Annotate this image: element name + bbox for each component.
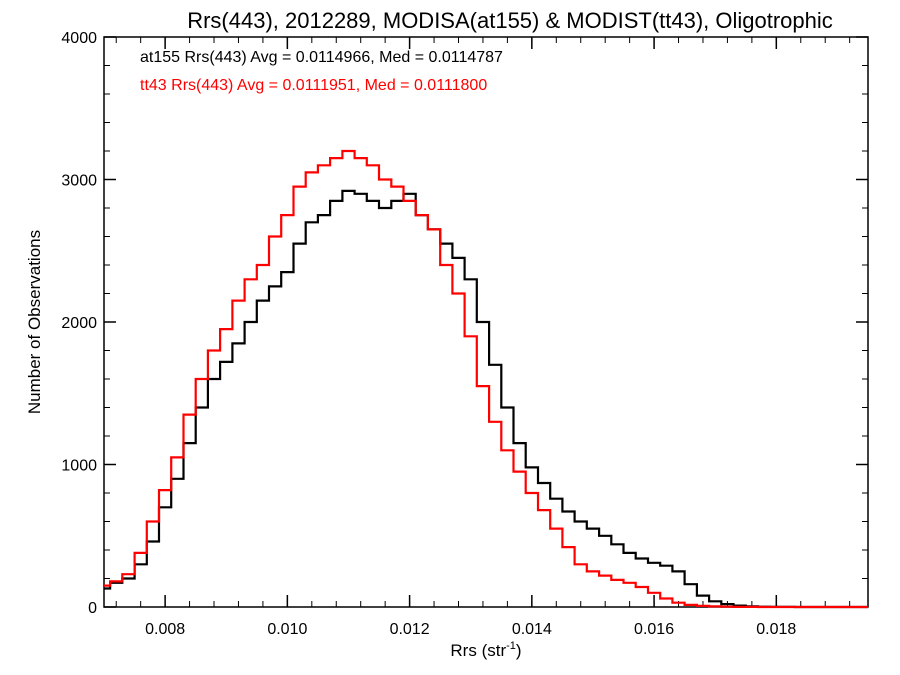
series-line-at155 bbox=[104, 189, 868, 609]
y-tick-label: 3000 bbox=[61, 173, 97, 190]
y-tick-label: 4000 bbox=[61, 30, 97, 47]
x-axis-label-close: ) bbox=[516, 641, 522, 660]
y-axis-label: Number of Observations bbox=[25, 230, 44, 414]
x-tick-label: 0.014 bbox=[512, 621, 552, 638]
y-axis: 0 1000 2000 3000 4000 bbox=[61, 30, 868, 617]
x-axis: 0.008 0.010 0.012 0.014 0.016 0.018 bbox=[115, 37, 851, 638]
y-tick-label: 1000 bbox=[61, 458, 97, 475]
y-tick-label: 0 bbox=[88, 600, 97, 617]
legend-entry: at155 Rrs(443) Avg = 0.0114966, Med = 0.… bbox=[140, 49, 503, 66]
x-tick-label: 0.012 bbox=[390, 621, 430, 638]
x-tick-label: 0.016 bbox=[634, 621, 674, 638]
y-tick-label: 2000 bbox=[61, 315, 97, 332]
x-axis-label-main: Rrs (str bbox=[450, 641, 506, 660]
x-axis-label-superscript: -1 bbox=[506, 640, 516, 652]
series-group bbox=[104, 149, 868, 609]
legend-entry: tt43 Rrs(443) Avg = 0.0111951, Med = 0.0… bbox=[140, 77, 487, 94]
x-tick-label: 0.008 bbox=[145, 621, 185, 638]
x-tick-label: 0.010 bbox=[267, 621, 307, 638]
series-line-tt43 bbox=[104, 149, 868, 609]
x-axis-label: Rrs (str-1) bbox=[450, 640, 521, 660]
x-tick-label: 0.018 bbox=[756, 621, 796, 638]
chart-title: Rrs(443), 2012289, MODISA(at155) & MODIS… bbox=[187, 8, 833, 33]
legend: at155 Rrs(443) Avg = 0.0114966, Med = 0.… bbox=[140, 49, 503, 94]
